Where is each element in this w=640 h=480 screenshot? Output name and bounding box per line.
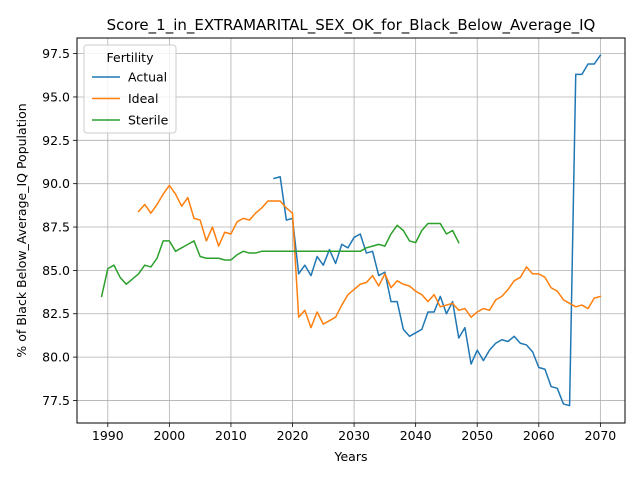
x-tick-label: 2000 (153, 428, 185, 443)
y-axis-label: % of Black Below_Average_IQ Population (14, 103, 29, 357)
x-axis-label: Years (334, 449, 368, 464)
x-tick-label: 2050 (461, 428, 493, 443)
y-tick-label: 85.0 (42, 263, 70, 278)
x-tick-label: 2030 (338, 428, 370, 443)
y-tick-label: 87.5 (42, 220, 70, 235)
legend: Fertility Actual Ideal Sterile (83, 44, 177, 134)
legend-label-actual: Actual (128, 70, 167, 85)
grid-lines (77, 38, 625, 423)
y-tick-label: 92.5 (42, 133, 70, 148)
x-tick-label: 2070 (584, 428, 616, 443)
y-tick-label: 97.5 (42, 46, 70, 61)
legend-box (83, 44, 177, 134)
series-layer (100, 54, 602, 407)
x-axis-ticks: 1990 2000 2010 2020 2030 2040 2050 2060 2070 (92, 423, 616, 443)
y-tick-label: 95.0 (42, 89, 70, 104)
y-axis-ticks: 77.5 80.0 82.5 85.0 87.5 90.0 92.5 95.0 97.5 (42, 46, 77, 408)
y-tick-label: 82.5 (42, 306, 70, 321)
y-tick-label: 80.0 (42, 350, 70, 365)
x-tick-label: 1990 (92, 428, 124, 443)
x-tick-label: 2020 (277, 428, 309, 443)
x-tick-label: 2060 (523, 428, 555, 443)
chart-title: Score_1_in_EXTRAMARITAL_SEX_OK_for_Black… (107, 16, 596, 35)
series-line-actual (273, 54, 602, 407)
x-tick-label: 2040 (400, 428, 432, 443)
legend-title: Fertility (107, 50, 155, 65)
series-line-ideal (137, 184, 602, 329)
legend-label-sterile: Sterile (128, 113, 169, 128)
y-tick-label: 77.5 (42, 393, 70, 408)
y-tick-label: 90.0 (42, 176, 70, 191)
series-line-sterile (100, 222, 460, 298)
plot-frame (76, 37, 626, 424)
legend-label-ideal: Ideal (128, 91, 158, 106)
x-tick-label: 2010 (215, 428, 247, 443)
